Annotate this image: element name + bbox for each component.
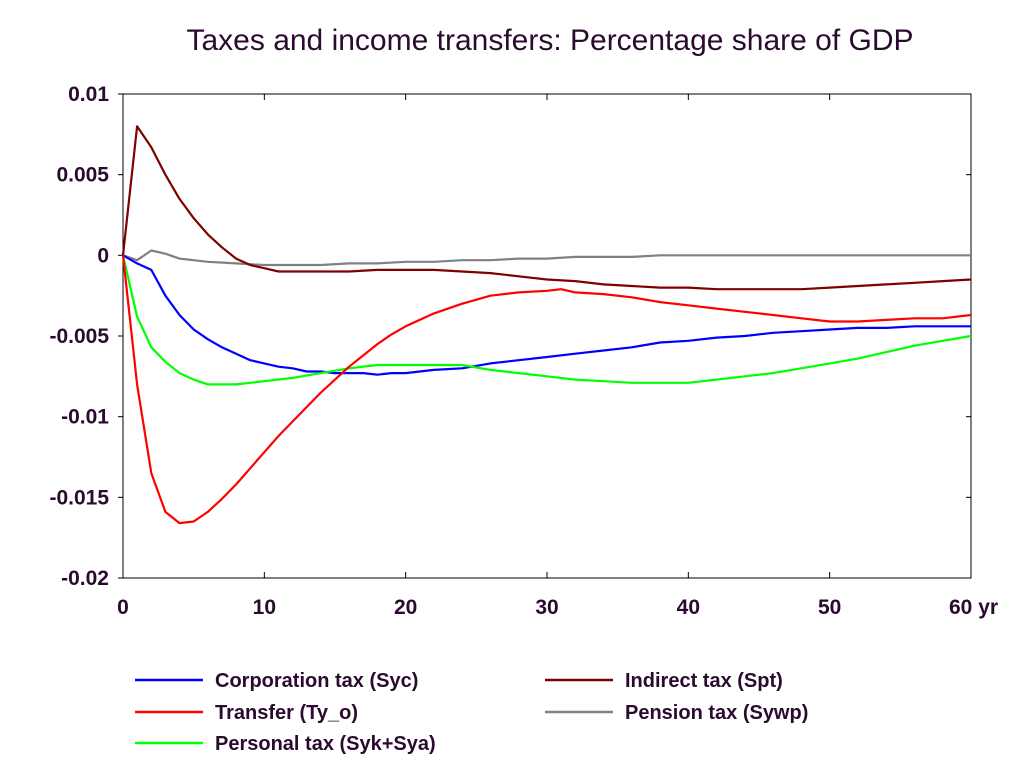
plot-frame [122, 93, 972, 579]
y-tick-label: 0.01 [68, 83, 109, 106]
series-line-4 [121, 125, 972, 291]
x-tick-label: 10 [253, 596, 276, 619]
x-tick-label: 60 yr [949, 596, 998, 619]
legend-label-1: Corporation tax (Syc) [215, 670, 418, 692]
legend-label-3: Personal tax (Syk+Sya) [215, 733, 436, 755]
legend: Corporation tax (Syc) Indirect tax (Spt) T… [135, 670, 808, 755]
legend-label-4: Indirect tax (Spt) [625, 670, 783, 692]
legend-label-2: Transfer (Ty_o) [215, 702, 358, 724]
x-tick-label: 0 [117, 596, 129, 619]
y-tick-label: -0.015 [49, 486, 109, 509]
y-tick-label: 0 [97, 244, 109, 267]
chart-title: Taxes and income transfers: Percentage s… [186, 24, 913, 57]
series-line-3 [121, 255, 972, 386]
series-line-1 [122, 254, 971, 376]
x-tick-label: 20 [394, 596, 417, 619]
legend-label-5: Pension tax (Sywp) [625, 702, 808, 724]
series-line-5 [122, 249, 971, 267]
y-tick-label: -0.01 [61, 406, 109, 429]
x-tick-label: 40 [677, 596, 700, 619]
y-tick-label: -0.02 [61, 567, 109, 590]
x-tick-label: 50 [818, 596, 841, 619]
series-line-2 [121, 255, 972, 525]
plot-area: 0.01 0.005 0 -0.005 -0.01 -0.015 -0.02 0 10 20 30 4… [49, 83, 998, 619]
y-tick-label: 0.005 [56, 164, 109, 187]
x-tick-label: 30 [535, 596, 558, 619]
y-tick-label: -0.005 [49, 325, 109, 348]
